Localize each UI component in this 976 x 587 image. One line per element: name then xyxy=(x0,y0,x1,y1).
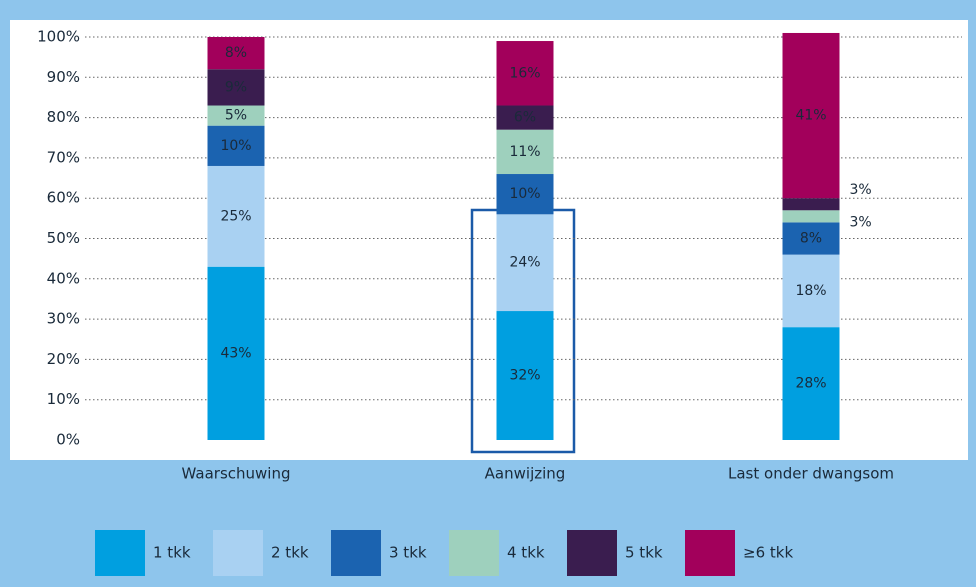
value-label: 18% xyxy=(795,283,826,299)
value-label: 41% xyxy=(795,108,826,124)
legend-swatch xyxy=(213,530,263,576)
bar-segment xyxy=(207,125,265,166)
bar-segment xyxy=(207,105,265,126)
legend-label: 5 tkk xyxy=(625,544,663,562)
y-tick-label: 10% xyxy=(47,390,80,408)
value-label: 3% xyxy=(850,214,872,230)
value-label: 8% xyxy=(225,45,247,61)
value-label: 16% xyxy=(509,65,540,81)
x-tick-label: Waarschuwing xyxy=(182,465,291,483)
value-label: 10% xyxy=(509,186,540,202)
bar-segment xyxy=(496,174,554,215)
y-tick-label: 30% xyxy=(47,310,80,328)
y-tick-label: 80% xyxy=(47,108,80,126)
y-tick-label: 20% xyxy=(47,350,80,368)
value-label: 25% xyxy=(220,208,251,224)
bar-segment xyxy=(782,254,840,328)
legend-swatch xyxy=(95,530,145,576)
value-label: 24% xyxy=(509,255,540,271)
y-tick-label: 100% xyxy=(37,28,80,46)
bar-segment xyxy=(496,214,554,312)
y-tick-label: 90% xyxy=(47,68,80,86)
bar-segment xyxy=(496,105,554,130)
value-label: 43% xyxy=(220,345,251,361)
value-label: 3% xyxy=(850,182,872,198)
bar-segment xyxy=(782,222,840,255)
bar-segment xyxy=(496,129,554,175)
bar-segment xyxy=(496,311,554,440)
legend-label: 4 tkk xyxy=(507,544,545,562)
y-tick-label: 40% xyxy=(47,269,80,287)
value-label: 11% xyxy=(509,144,540,160)
y-tick-label: 60% xyxy=(47,189,80,207)
legend-label: 1 tkk xyxy=(153,544,191,562)
value-label: 9% xyxy=(225,79,247,95)
value-label: 5% xyxy=(225,108,247,124)
bar-segment xyxy=(207,69,265,106)
legend-label: 3 tkk xyxy=(389,544,427,562)
legend-label: 2 tkk xyxy=(271,544,309,562)
bar-segment xyxy=(782,198,840,211)
legend-swatch xyxy=(685,530,735,576)
bar-segment xyxy=(782,32,840,199)
legend-swatch xyxy=(449,530,499,576)
bar-segment xyxy=(496,41,554,106)
bar-segment xyxy=(207,165,265,267)
bar-segment xyxy=(207,37,265,70)
bar-segment xyxy=(207,266,265,440)
y-tick-label: 70% xyxy=(47,148,80,166)
value-label: 28% xyxy=(795,376,826,392)
x-tick-label: Aanwijzing xyxy=(485,465,566,483)
value-label: 32% xyxy=(509,368,540,384)
legend-swatch xyxy=(331,530,381,576)
legend-swatch xyxy=(567,530,617,576)
x-tick-label: Last onder dwangsom xyxy=(728,465,894,483)
y-tick-label: 50% xyxy=(47,229,80,247)
bar-segment xyxy=(782,210,840,223)
legend-label: ≥6 tkk xyxy=(743,544,793,562)
value-label: 8% xyxy=(800,231,822,247)
bar-segment xyxy=(782,327,840,440)
y-tick-label: 0% xyxy=(56,431,80,449)
value-label: 10% xyxy=(220,138,251,154)
value-label: 6% xyxy=(514,110,536,126)
